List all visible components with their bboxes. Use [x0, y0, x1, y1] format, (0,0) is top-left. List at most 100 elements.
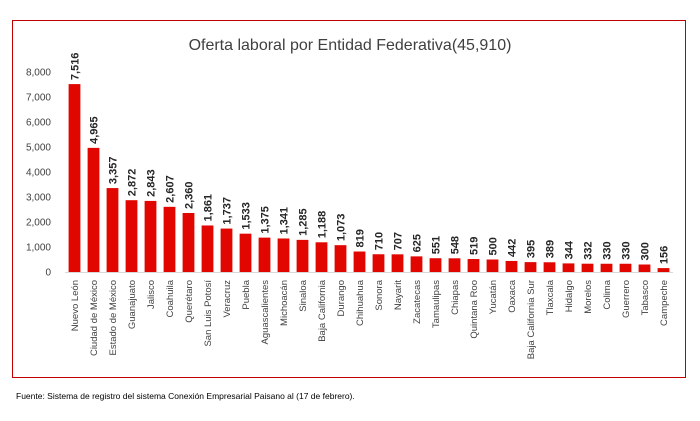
category-label: Tlaxcala — [545, 279, 556, 315]
bar — [277, 238, 290, 272]
data-label: 330 — [621, 241, 633, 259]
bar — [315, 242, 328, 272]
data-label: 330 — [602, 241, 614, 259]
bar-chart: 0 1,000 2,000 3,000 4,000 5,000 6,000 7,000 8,00… — [26, 53, 673, 359]
data-label: 551 — [431, 236, 443, 254]
category-label: Sonora — [374, 279, 385, 310]
bar — [505, 260, 518, 272]
category-label: Estado de México — [108, 280, 119, 356]
bar — [410, 256, 423, 272]
y-tick-label: 5,000 — [26, 143, 51, 154]
data-label: 548 — [450, 236, 462, 254]
bar — [600, 263, 613, 272]
category-label: Campeche — [659, 280, 670, 326]
category-label: Oaxaca — [507, 279, 518, 312]
category-label: Puebla — [241, 279, 252, 309]
bar — [125, 200, 138, 272]
category-label: Aguascalientes — [260, 280, 271, 345]
y-tick-label: 3,000 — [26, 193, 51, 204]
bar — [524, 262, 537, 272]
bar — [201, 225, 214, 272]
bar — [163, 206, 176, 272]
category-label: Tabasco — [640, 280, 651, 315]
data-label: 2,843 — [146, 169, 158, 197]
category-label: Baja California — [317, 279, 328, 341]
data-label: 332 — [583, 241, 595, 259]
bar — [429, 258, 442, 272]
bar — [372, 254, 385, 272]
category-label: Querétaro — [184, 280, 195, 323]
data-label: 519 — [469, 237, 481, 255]
data-label: 4,965 — [89, 116, 101, 144]
bar — [182, 213, 195, 272]
category-label: Durango — [336, 280, 347, 316]
bar — [296, 239, 309, 272]
data-label: 1,073 — [336, 214, 348, 242]
bar — [581, 263, 594, 272]
data-label: 442 — [507, 239, 519, 257]
data-label: 1,861 — [203, 194, 215, 222]
bar — [543, 262, 556, 272]
data-label: 1,341 — [279, 207, 291, 235]
data-label: 500 — [488, 237, 500, 255]
bar — [144, 200, 157, 272]
category-label: Yucatán — [488, 280, 499, 314]
bar — [657, 268, 670, 272]
category-label: Chihuahua — [355, 279, 366, 326]
bar — [467, 259, 480, 272]
category-label: Veracruz — [222, 280, 233, 318]
category-label: Nayarit — [393, 280, 404, 310]
category-label: Quintana Roo — [469, 280, 480, 339]
data-label: 7,516 — [70, 53, 82, 81]
data-label: 1,188 — [317, 211, 329, 239]
chart-title: Oferta laboral por Entidad Federativa(45… — [188, 37, 512, 54]
bar — [638, 264, 651, 272]
data-label: 819 — [355, 229, 367, 247]
bar — [391, 254, 404, 272]
category-label: Tamaulipas — [431, 280, 442, 328]
data-label: 1,375 — [260, 206, 272, 234]
category-label: Guanajuato — [127, 280, 138, 329]
data-label: 389 — [545, 240, 557, 258]
data-label: 625 — [412, 234, 424, 252]
bar — [87, 147, 100, 272]
data-label: 395 — [526, 240, 538, 258]
y-tick-label: 8,000 — [26, 68, 51, 79]
data-label: 1,285 — [298, 208, 310, 236]
y-tick-label: 2,000 — [26, 218, 51, 229]
data-label: 707 — [393, 232, 405, 250]
data-label: 2,872 — [127, 169, 139, 197]
bar — [334, 245, 347, 272]
category-label: Sinaloa — [298, 279, 309, 311]
data-label: 344 — [564, 240, 576, 259]
data-label: 2,607 — [165, 175, 177, 203]
bar — [68, 84, 81, 272]
bars — [68, 84, 670, 272]
data-label: 2,360 — [184, 181, 196, 209]
x-axis-labels: Nuevo León Ciudad de México Estado de Méxi… — [70, 279, 670, 359]
bar — [220, 228, 233, 272]
category-label: Hidalgo — [564, 280, 575, 312]
category-label: Colima — [602, 279, 613, 309]
y-tick-label: 1,000 — [26, 243, 51, 254]
category-label: Guerrero — [621, 280, 632, 318]
chart-frame: Oferta laboral por Entidad Federativa(45… — [12, 20, 686, 378]
data-labels: 7,516 4,965 3,357 2,872 2,843 2,607 2,360 1,861… — [70, 53, 671, 265]
y-tick-label: 6,000 — [26, 118, 51, 129]
data-label: 710 — [374, 232, 386, 250]
bar — [258, 237, 271, 272]
bar — [562, 263, 575, 272]
category-label: Morelos — [583, 280, 594, 314]
category-label: Baja California Sur — [526, 280, 537, 359]
data-label: 3,357 — [108, 157, 120, 185]
bar — [239, 233, 252, 272]
category-label: Zacatecas — [412, 280, 423, 324]
bar — [353, 251, 366, 272]
bar — [106, 188, 119, 272]
y-tick-label: 7,000 — [26, 93, 51, 104]
bar — [448, 258, 461, 272]
data-label: 1,533 — [241, 202, 253, 230]
category-label: Michoacán — [279, 280, 290, 326]
category-label: Coahuila — [165, 279, 176, 317]
data-label: 1,737 — [222, 197, 234, 225]
